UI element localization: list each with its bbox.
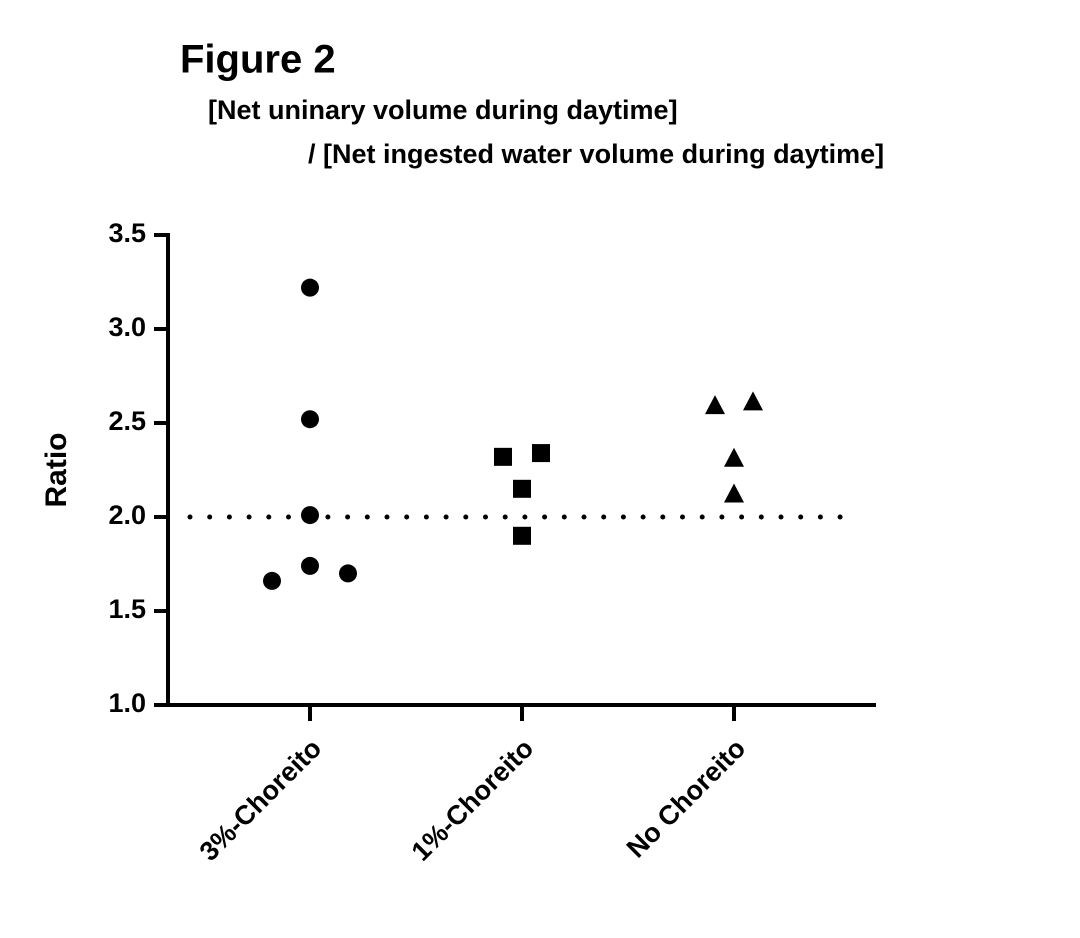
data-point [301,278,319,297]
data-point [494,447,512,466]
chart-subtitle: [Net uninary volume during daytime] [208,95,678,125]
y-tick-label: 3.5 [108,218,146,248]
data-point [301,410,319,429]
data-point [743,391,763,411]
chart-subtitle: / [Net ingested water volume during dayt… [308,139,884,169]
x-tick-label: 1%-Choreito [406,733,540,867]
y-axis-label: Ratio [40,433,73,508]
data-point [513,479,531,498]
y-tick-label: 2.5 [108,406,146,436]
data-point [513,526,531,545]
data-point [532,444,550,463]
data-point [301,506,319,525]
data-point [301,556,319,575]
y-tick-label: 1.5 [108,594,146,624]
x-tick-label: No Choreito [621,733,751,863]
data-point [263,571,281,590]
data-point [339,564,357,583]
y-tick-label: 2.0 [108,500,146,530]
y-tick-label: 3.0 [108,312,146,342]
data-point [724,483,744,503]
y-tick-label: 1.0 [108,688,146,718]
data-point [724,447,744,467]
data-point [705,395,725,415]
chart-title: Figure 2 [180,38,336,82]
x-tick-label: 3%-Choreito [194,733,328,867]
